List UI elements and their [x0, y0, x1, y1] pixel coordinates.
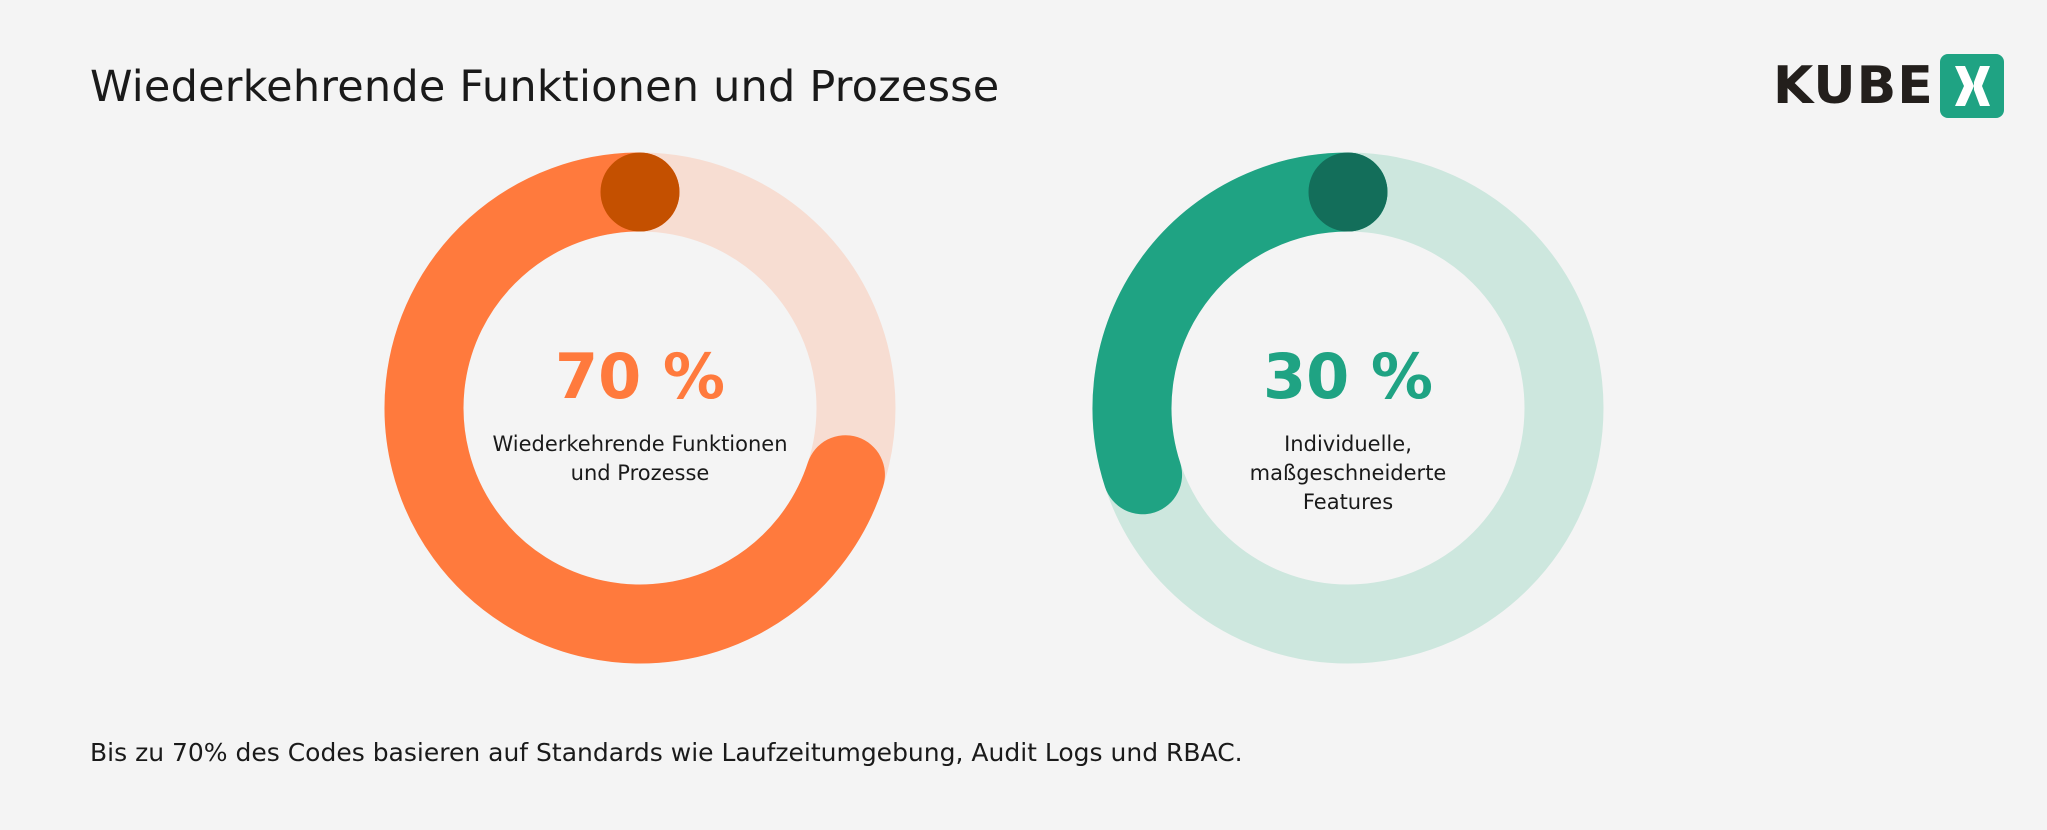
- donut-1-value: 70 %: [555, 340, 725, 413]
- kubex-logo: KUBE: [1773, 54, 2004, 118]
- donut-2-value-arc: [1092, 152, 1388, 515]
- donut-2-center: 30 % Individuelle, maßgeschneiderte Feat…: [1188, 346, 1508, 517]
- donut-2-start-cap: [1308, 152, 1388, 232]
- donut-2-label-line: maßgeschneiderte: [1249, 461, 1447, 485]
- donut-2-label-line: Features: [1302, 490, 1394, 514]
- donut-2-label: Individuelle, maßgeschneiderte Features: [1188, 430, 1508, 517]
- logo-x-icon: [1939, 54, 2004, 118]
- donut-2-value: 30 %: [1263, 340, 1433, 413]
- donut-1-label-line: Wiederkehrende Funktionen: [492, 432, 788, 456]
- donut-1-label: Wiederkehrende Funktionen und Prozesse: [480, 430, 800, 488]
- donut-1-start-cap: [600, 152, 680, 232]
- donut-1-center: 70 % Wiederkehrende Funktionen und Proze…: [480, 346, 800, 488]
- donut-1-label-line: und Prozesse: [570, 461, 710, 485]
- footnote: Bis zu 70% des Codes basieren auf Standa…: [90, 738, 1243, 767]
- logo-text: KUBE: [1773, 56, 1934, 116]
- donut-2-label-line: Individuelle,: [1284, 432, 1412, 456]
- page-title: Wiederkehrende Funktionen und Prozesse: [90, 62, 1000, 112]
- donut-1-value-arc: [384, 152, 885, 664]
